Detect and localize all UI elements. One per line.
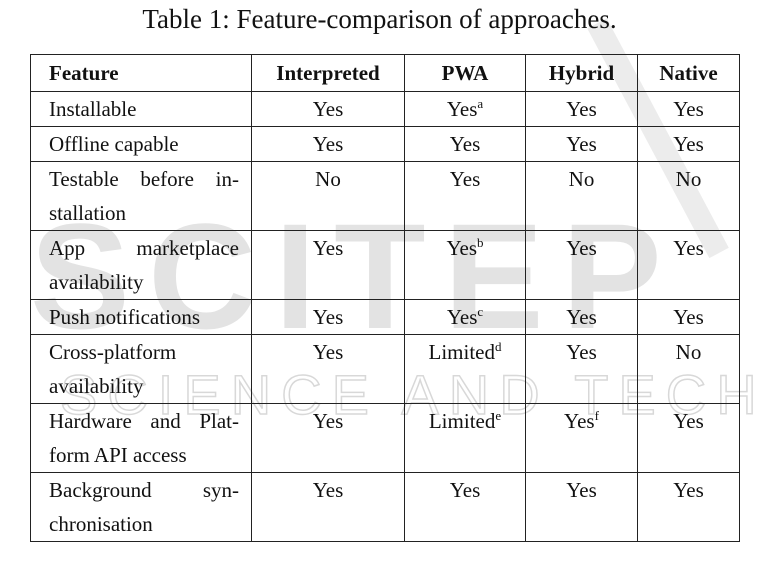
value-text: Yes	[673, 478, 704, 502]
value-text: Yes	[673, 409, 704, 433]
value-text: Yes	[449, 167, 481, 191]
value-cell: Yes	[637, 472, 740, 542]
value-cell: Yesf	[525, 403, 638, 473]
feature-comparison-table: Feature Interpreted PWA Hybrid Native In…	[30, 54, 740, 542]
table-row: Testable before in-stallation No Yes No No	[30, 161, 740, 231]
value-text: No	[675, 340, 702, 364]
table-row: Background syn-chronisation Yes Yes Yes Yes	[30, 472, 740, 542]
value-text: Yes	[312, 340, 344, 364]
value-cell: No	[637, 161, 740, 231]
value-cell: Yesa	[404, 91, 526, 127]
header-feature: Feature	[30, 54, 252, 92]
footnote-marker: d	[495, 339, 502, 354]
header-interpreted: Interpreted	[251, 54, 405, 92]
value-text: Yes	[446, 305, 478, 329]
value-text: Yes	[566, 236, 597, 260]
value-cell: Yes	[251, 91, 405, 127]
value-cell: Yes	[525, 299, 638, 335]
table-row: Offline capable Yes Yes Yes Yes	[30, 126, 740, 162]
feature-cell: Background syn-chronisation	[30, 472, 252, 542]
table-row: Hardware and Plat-form API access Yes Limi…	[30, 403, 740, 473]
value-cell: Yes	[637, 126, 740, 162]
value-text: Yes	[446, 236, 478, 260]
table-row: Cross-platform availability Yes Limitedd Ye…	[30, 334, 740, 404]
value-text: No	[315, 167, 341, 191]
value-cell: Yes	[251, 299, 405, 335]
value-cell: Yes	[251, 334, 405, 404]
value-cell: Yes	[404, 161, 526, 231]
value-cell: No	[525, 161, 638, 231]
value-text: Yes	[566, 132, 597, 156]
value-text: Limited	[428, 409, 496, 433]
value-cell: Yesc	[404, 299, 526, 335]
value-cell: Yes	[251, 230, 405, 300]
value-text: Yes	[673, 97, 704, 121]
feature-cell: Cross-platform availability	[30, 334, 252, 404]
value-cell: Yes	[637, 230, 740, 300]
table-row: Push notifications Yes Yesc Yes Yes	[30, 299, 740, 335]
header-hybrid: Hybrid	[525, 54, 638, 92]
value-text: No	[568, 167, 595, 191]
value-text: Yes	[312, 236, 344, 260]
footnote-marker: a	[477, 96, 484, 111]
value-text: Yes	[312, 132, 344, 156]
value-cell: Yes	[404, 126, 526, 162]
value-text: Yes	[566, 478, 597, 502]
feature-cell: App marketplace availability	[30, 230, 252, 300]
value-text: No	[675, 167, 702, 191]
feature-cell: Installable	[30, 91, 252, 127]
value-cell: Yesb	[404, 230, 526, 300]
table-body: Installable Yes Yesa Yes Yes Offline capable Y…	[30, 91, 740, 542]
footnote-marker: b	[477, 235, 484, 250]
header-pwa: PWA	[404, 54, 526, 92]
value-cell: Yes	[637, 91, 740, 127]
header-native: Native	[637, 54, 740, 92]
value-cell: Yes	[525, 126, 638, 162]
value-text: Yes	[312, 97, 344, 121]
value-cell: Yes	[525, 472, 638, 542]
value-cell: Yes	[637, 299, 740, 335]
value-text: Yes	[673, 236, 704, 260]
value-cell: Yes	[251, 403, 405, 473]
feature-cell: Offline capable	[30, 126, 252, 162]
value-cell: No	[637, 334, 740, 404]
value-text: Yes	[312, 409, 344, 433]
value-text: Yes	[566, 97, 597, 121]
feature-cell: Hardware and Plat-form API access	[30, 403, 252, 473]
value-text: Yes	[312, 305, 344, 329]
footnote-marker: e	[495, 408, 502, 423]
value-cell: Yes	[525, 230, 638, 300]
feature-cell: Push notifications	[30, 299, 252, 335]
value-text: Yes	[449, 478, 481, 502]
table-caption: Table 1: Feature-comparison of approache…	[142, 4, 617, 34]
feature-cell: Testable before in-stallation	[30, 161, 252, 231]
value-cell: Yes	[637, 403, 740, 473]
value-cell: Yes	[251, 126, 405, 162]
value-text: Limited	[428, 340, 496, 364]
table-row: Installable Yes Yesa Yes Yes	[30, 91, 740, 127]
footnote-marker: c	[477, 304, 484, 319]
value-cell: Limitede	[404, 403, 526, 473]
value-text: Yes	[566, 305, 597, 329]
value-text: Yes	[564, 409, 595, 433]
value-text: Yes	[446, 97, 478, 121]
value-text: Yes	[673, 132, 704, 156]
value-cell: Yes	[404, 472, 526, 542]
value-text: Yes	[566, 340, 597, 364]
footnote-marker: f	[594, 408, 599, 423]
header-row: Feature Interpreted PWA Hybrid Native	[30, 54, 740, 92]
value-text: Yes	[449, 132, 481, 156]
value-cell: Yes	[525, 91, 638, 127]
table-row: App marketplace availability Yes Yesb Yes Ye…	[30, 230, 740, 300]
value-cell: Yes	[525, 334, 638, 404]
value-text: Yes	[312, 478, 344, 502]
value-cell: Limitedd	[404, 334, 526, 404]
value-cell: Yes	[251, 472, 405, 542]
value-text: Yes	[673, 305, 704, 329]
value-cell: No	[251, 161, 405, 231]
